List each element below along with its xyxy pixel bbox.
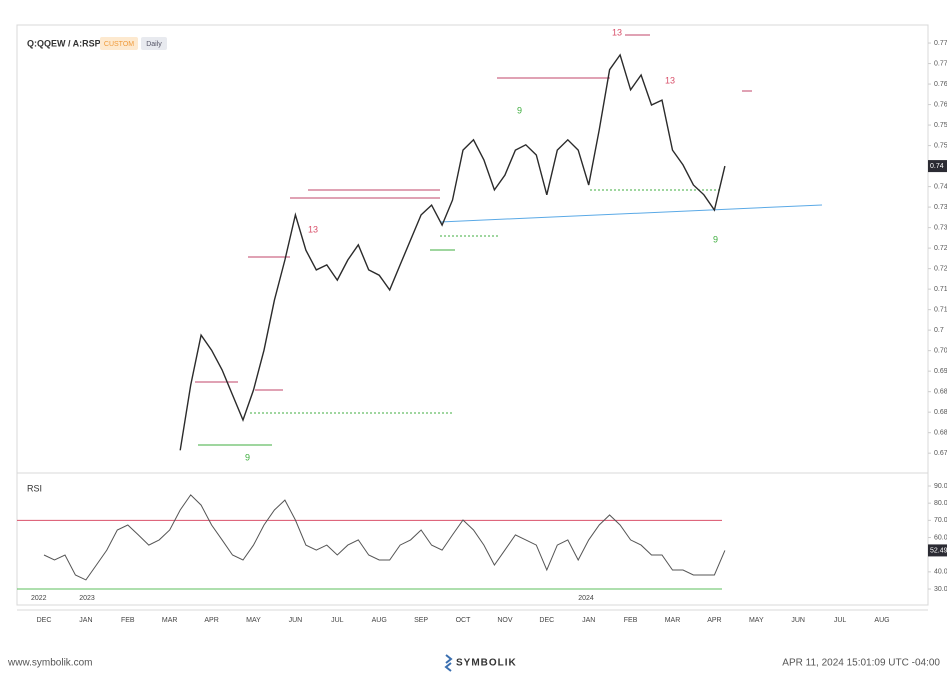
y-tick-label: 70.00 bbox=[934, 517, 947, 524]
y-tick-label: 40.00 bbox=[934, 569, 947, 576]
y-tick-label: 0.73 bbox=[934, 204, 947, 211]
x-tick-label: JAN bbox=[582, 617, 595, 624]
brand-logo bbox=[444, 654, 453, 672]
setup-count: 13 bbox=[665, 75, 675, 85]
y-tick-label: 0.72 bbox=[934, 245, 947, 252]
chart-frame bbox=[16, 24, 929, 606]
y-tick-label: 0.71 bbox=[934, 286, 947, 293]
badge-custom: CUSTOM bbox=[104, 41, 134, 48]
footer-site: www.symbolik.com bbox=[7, 658, 92, 669]
y-tick-label: 60.00 bbox=[934, 534, 947, 541]
x-tick-label: MAY bbox=[749, 617, 764, 624]
x-tick-label: MAR bbox=[665, 617, 681, 624]
setup-count: 13 bbox=[308, 224, 318, 234]
y-tick-label: 0.71 bbox=[934, 306, 947, 313]
x-tick-label: JUN bbox=[791, 617, 805, 624]
footer-timestamp: APR 11, 2024 15:01:09 UTC -04:00 bbox=[782, 658, 940, 669]
y-tick-label: 0.72 bbox=[934, 265, 947, 272]
setup-count: 9 bbox=[517, 105, 522, 115]
y-tick-label: 0.77 bbox=[934, 60, 947, 67]
y-tick-label: 0.70 bbox=[934, 347, 947, 354]
setup-count: 9 bbox=[713, 234, 718, 244]
y-tick-label: 0.75 bbox=[934, 122, 947, 129]
y-tick-label: 0.67 bbox=[934, 450, 947, 457]
y-tick-label: 0.68 bbox=[934, 430, 947, 437]
x-tick-label: AUG bbox=[874, 617, 889, 624]
x-tick-label: SEP bbox=[414, 617, 428, 624]
badge-bg bbox=[100, 37, 138, 50]
last-value-box bbox=[928, 544, 947, 557]
year-label: 2024 bbox=[578, 595, 594, 602]
setup-count: 13 bbox=[612, 27, 622, 37]
x-tick-label: JUL bbox=[331, 617, 344, 624]
x-tick-label: OCT bbox=[456, 617, 472, 624]
y-tick-label: 0.7 bbox=[934, 327, 944, 334]
y-tick-label: 0.68 bbox=[934, 409, 947, 416]
x-tick-label: MAY bbox=[246, 617, 261, 624]
y-tick-label: 0.75 bbox=[934, 142, 947, 149]
x-tick-label: MAR bbox=[162, 617, 178, 624]
x-tick-label: AUG bbox=[372, 617, 387, 624]
last-value-label: 52.49 bbox=[930, 547, 947, 554]
y-tick-label: 90.00 bbox=[934, 483, 947, 490]
x-tick-label: NOV bbox=[497, 617, 513, 624]
y-tick-label: 30.00 bbox=[934, 586, 947, 593]
y-tick-label: 0.68 bbox=[934, 389, 947, 396]
rsi-title: RSI bbox=[27, 483, 42, 493]
y-tick-label: 0.77 bbox=[934, 40, 947, 47]
y-tick-label: 80.00 bbox=[934, 500, 947, 507]
series-line bbox=[179, 53, 726, 451]
x-tick-label: DEC bbox=[37, 617, 52, 624]
x-tick-label: JAN bbox=[79, 617, 92, 624]
x-tick-label: APR bbox=[204, 617, 218, 624]
year-label: 2022 bbox=[31, 595, 47, 602]
x-tick-label: JUL bbox=[834, 617, 847, 624]
year-label: 2023 bbox=[79, 595, 95, 602]
y-tick-label: 0.76 bbox=[934, 101, 947, 108]
x-tick-label: FEB bbox=[624, 617, 638, 624]
y-tick-label: 0.73 bbox=[934, 224, 947, 231]
annotation-lines bbox=[195, 34, 823, 446]
footer-brand: SYMBOLIK bbox=[456, 658, 517, 669]
x-tick-label: APR bbox=[707, 617, 721, 624]
y-tick-label: 0.76 bbox=[934, 81, 947, 88]
x-tick-label: FEB bbox=[121, 617, 135, 624]
badge-bg bbox=[141, 37, 167, 50]
chart-title: Q:QQEW / A:RSP bbox=[27, 38, 101, 48]
y-tick-label: 0.74 bbox=[934, 183, 947, 190]
x-tick-label: DEC bbox=[539, 617, 554, 624]
y-tick-label: 0.69 bbox=[934, 368, 947, 375]
last-value-box bbox=[928, 160, 947, 173]
setup-count: 9 bbox=[245, 452, 250, 462]
x-tick-label: JUN bbox=[289, 617, 303, 624]
badge-daily: Daily bbox=[146, 41, 162, 48]
series-line bbox=[43, 494, 726, 581]
last-value-label: 0.74 bbox=[930, 163, 944, 170]
